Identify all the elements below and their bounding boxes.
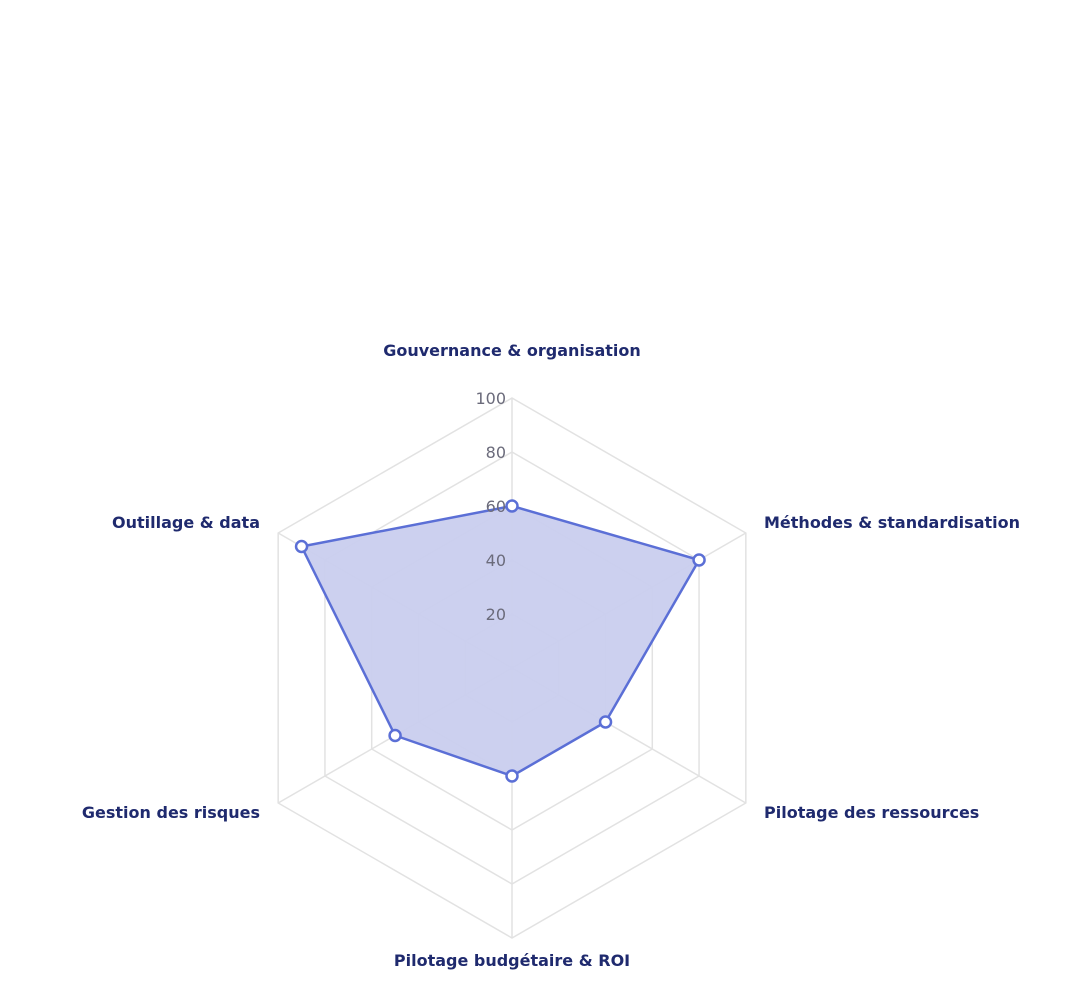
axis-label-4: Gestion des risques <box>82 803 260 822</box>
series-area-0 <box>300 504 701 778</box>
radar-series <box>294 499 706 783</box>
tick-label-20: 20 <box>486 605 506 624</box>
radar-axis-labels: Gouvernance & organisation Méthodes & sta… <box>82 341 1020 970</box>
data-point-5[interactable] <box>294 539 309 554</box>
tick-label-60: 60 <box>486 497 506 516</box>
data-point-4[interactable] <box>388 728 402 743</box>
axis-label-1: Méthodes & standardisation <box>764 513 1020 532</box>
axis-label-0: Gouvernance & organisation <box>383 341 641 360</box>
tick-label-80: 80 <box>486 443 506 462</box>
data-point-0[interactable] <box>505 499 519 513</box>
tick-label-40: 40 <box>486 551 506 570</box>
axis-label-3: Pilotage budgétaire & ROI <box>394 951 630 970</box>
axis-label-2: Pilotage des ressources <box>764 803 979 822</box>
data-point-3[interactable] <box>505 769 519 783</box>
radar-ticks: 20 40 60 80 100 <box>475 389 506 624</box>
tick-label-100: 100 <box>475 389 506 408</box>
data-point-2[interactable] <box>598 715 613 729</box>
axis-label-5: Outillage & data <box>112 513 260 532</box>
data-point-1[interactable] <box>692 553 706 567</box>
